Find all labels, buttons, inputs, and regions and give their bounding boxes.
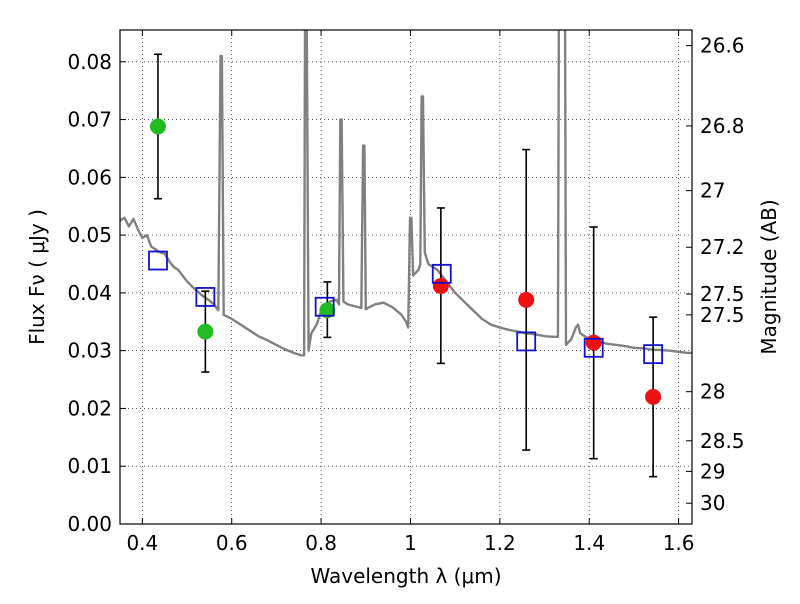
- right-tick-label: 27.5: [700, 303, 745, 327]
- y-axis-title-left: Flux Fν ( μJy ): [25, 209, 49, 345]
- data-point: [645, 388, 662, 405]
- model-flux-square: [583, 337, 604, 358]
- model-flux-square: [148, 250, 168, 271]
- x-tick-label: 0.4: [126, 531, 158, 555]
- y-tick-label: 0.01: [67, 454, 112, 478]
- axis-ticks: 0.4 0.6 0.8 1 1.2 1.4 1.6 0.00 0.01 0.02 0.03 0.04 0…: [67, 30, 745, 555]
- x-tick-label: 1.4: [573, 531, 605, 555]
- x-tick-label: 0.6: [216, 531, 248, 555]
- right-tick-label: 26.8: [700, 114, 745, 138]
- plot-area: [120, 30, 692, 478]
- y-tick-label: 0.05: [67, 223, 112, 247]
- y-tick-label: 0.06: [67, 165, 112, 189]
- y-tick-label: 0.03: [67, 339, 112, 363]
- model-flux-square: [195, 287, 216, 307]
- data-point: [432, 277, 449, 294]
- model-flux-square: [431, 263, 452, 284]
- grid-lines: [120, 30, 692, 525]
- data-point: [197, 323, 214, 340]
- y-tick-label: 0.04: [67, 281, 112, 305]
- data-point: [518, 291, 535, 308]
- y-tick-label: 0.08: [67, 50, 112, 74]
- plot-frame: [119, 29, 693, 525]
- x-tick-label: 0.8: [305, 531, 337, 555]
- x-tick-label: 1: [404, 531, 417, 555]
- data-point: [319, 302, 336, 319]
- model-spectrum-line: [120, 30, 692, 357]
- model-flux-square: [516, 331, 537, 352]
- model-flux-square: [314, 296, 335, 317]
- right-tick-label: 28.5: [700, 429, 745, 453]
- y-tick-label: 0.02: [67, 396, 112, 420]
- y-tick-label: 0.07: [67, 108, 112, 132]
- plot-data: [120, 30, 692, 478]
- y-axis-title-right: Magnitude (AB): [757, 199, 781, 354]
- x-tick-label: 1.2: [484, 531, 516, 555]
- right-tick-label: 26.6: [700, 34, 745, 58]
- model-flux-square: [643, 344, 664, 365]
- x-axis-title: Wavelength λ (μm): [310, 564, 501, 588]
- right-tick-label: 27.2: [700, 235, 745, 259]
- right-tick-label: 28: [700, 380, 725, 404]
- y-tick-label: 0.00: [67, 512, 112, 536]
- data-point: [149, 118, 166, 135]
- data-point: [585, 334, 602, 351]
- right-tick-label: 29: [700, 459, 725, 483]
- right-tick-label: 30: [700, 491, 725, 515]
- right-tick-label: 27: [700, 179, 725, 203]
- right-tick-label: 27.5: [700, 282, 745, 306]
- x-tick-label: 1.6: [663, 531, 695, 555]
